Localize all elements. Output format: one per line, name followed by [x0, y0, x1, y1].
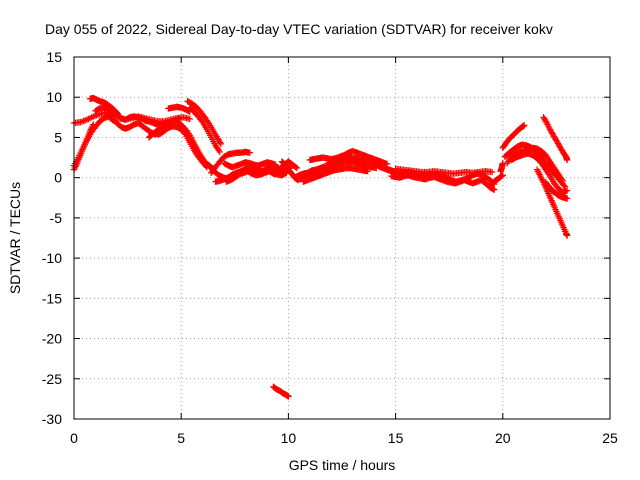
x-tick-label: 5 — [177, 430, 185, 446]
y-tick-label: -10 — [42, 250, 62, 266]
data-point — [285, 393, 292, 400]
data-series-trace-32 — [533, 166, 571, 239]
data-point — [563, 195, 571, 202]
data-series-trace-25 — [392, 165, 496, 177]
y-tick-label: -25 — [42, 371, 62, 387]
data-point — [563, 232, 571, 239]
data-point — [491, 186, 498, 193]
data-series-trace-09 — [184, 98, 225, 148]
data-point — [216, 148, 223, 156]
x-tick-label: 10 — [281, 430, 297, 446]
y-tick-label: -5 — [50, 210, 63, 226]
data-point — [292, 164, 300, 171]
data-series-trace-34 — [540, 114, 571, 164]
data-point — [198, 117, 205, 124]
data-point — [216, 139, 224, 146]
data-point — [498, 172, 506, 180]
data-point — [90, 121, 97, 128]
data-series-trace-27 — [497, 159, 506, 175]
data-series-trace-20 — [295, 158, 380, 183]
data-point — [563, 187, 571, 194]
data-point — [293, 164, 301, 172]
data-series-trace-31 — [508, 150, 571, 196]
data-points — [70, 94, 571, 400]
data-series-trace-16 — [220, 159, 279, 171]
plot-area — [74, 57, 610, 419]
data-series-trace-22 — [306, 147, 391, 168]
data-series-trace-07 — [145, 115, 183, 141]
grid-lines — [74, 57, 610, 419]
data-point — [563, 156, 571, 164]
data-point — [281, 170, 289, 177]
data-point — [560, 182, 568, 189]
x-tick-label: 0 — [70, 430, 78, 446]
data-point — [272, 161, 279, 168]
data-series-trace-15 — [223, 168, 290, 185]
data-point — [521, 122, 528, 129]
y-tick-label: 10 — [46, 89, 62, 105]
data-point — [217, 140, 225, 148]
y-tick-label: -15 — [42, 290, 62, 306]
data-series-trace-21 — [300, 164, 371, 185]
data-series-trace-33 — [542, 179, 571, 202]
data-point — [246, 149, 254, 156]
data-point — [499, 172, 506, 179]
data-series-trace-26 — [486, 172, 506, 189]
data-point — [373, 164, 380, 172]
data-point — [489, 185, 497, 193]
y-tick-label: 0 — [54, 170, 62, 186]
data-point — [488, 168, 496, 176]
data-point — [364, 168, 371, 175]
data-point — [186, 115, 193, 123]
plot-frame — [73, 56, 611, 420]
x-tick-label: 20 — [495, 430, 511, 446]
y-tick-label: -20 — [42, 331, 62, 347]
chart-title: Day 055 of 2022, Sidereal Day-to-day VTE… — [45, 21, 553, 37]
data-series-trace-08 — [165, 103, 193, 115]
data-series-trace-30 — [501, 141, 569, 190]
y-tick-label: 15 — [46, 49, 62, 65]
data-series-trace-10 — [186, 104, 223, 156]
data-point — [383, 160, 391, 168]
x-axis-label: GPS time / hours — [289, 457, 396, 473]
y-tick-label: 5 — [54, 129, 62, 145]
axis-ticks: 0 5 10 15 20 25 15 10 5 0 -5 -10 -15 -20 -25 -30 — [42, 49, 618, 446]
y-axis-label: SDTVAR / TECUs — [7, 182, 23, 294]
data-series-trace-28 — [499, 122, 528, 152]
x-tick-label: 15 — [388, 430, 404, 446]
data-series-trace-17 — [270, 383, 292, 400]
y-tick-label: -30 — [42, 411, 62, 427]
x-tick-label: 25 — [602, 430, 618, 446]
